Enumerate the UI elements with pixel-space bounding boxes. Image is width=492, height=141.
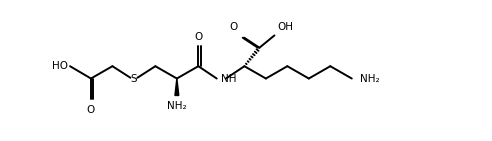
Text: O: O [230, 22, 238, 32]
Text: O: O [87, 105, 95, 115]
Text: OH: OH [277, 22, 294, 32]
Text: NH: NH [220, 74, 236, 84]
Text: S: S [130, 73, 137, 83]
Text: NH₂: NH₂ [167, 101, 186, 111]
Text: O: O [194, 32, 203, 42]
Polygon shape [175, 79, 179, 95]
Text: HO: HO [53, 61, 68, 71]
Text: NH₂: NH₂ [360, 73, 379, 83]
